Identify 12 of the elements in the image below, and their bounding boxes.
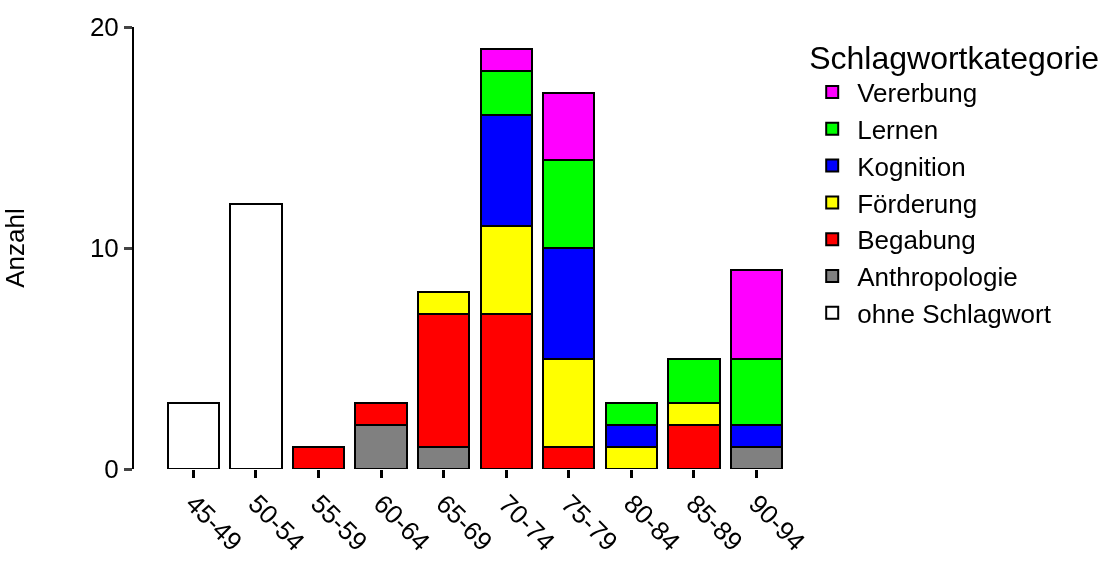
y-axis-title: Anzahl xyxy=(0,208,30,288)
legend-label: Anthropologie xyxy=(857,262,1018,293)
y-tick-label: 20 xyxy=(89,12,119,43)
y-tick-label: 10 xyxy=(89,233,119,264)
legend-label: Kognition xyxy=(857,151,966,182)
legend-label: Vererbung xyxy=(857,78,978,109)
legend-label: ohne Schlagwort xyxy=(857,298,1052,329)
y-tick-label: 0 xyxy=(104,454,119,485)
legend-label: Förderung xyxy=(857,188,978,219)
legend-label: Lernen xyxy=(857,114,939,145)
legend-label: Begabung xyxy=(857,225,976,256)
legend-title: Schlagwortkategorie xyxy=(809,39,1100,76)
